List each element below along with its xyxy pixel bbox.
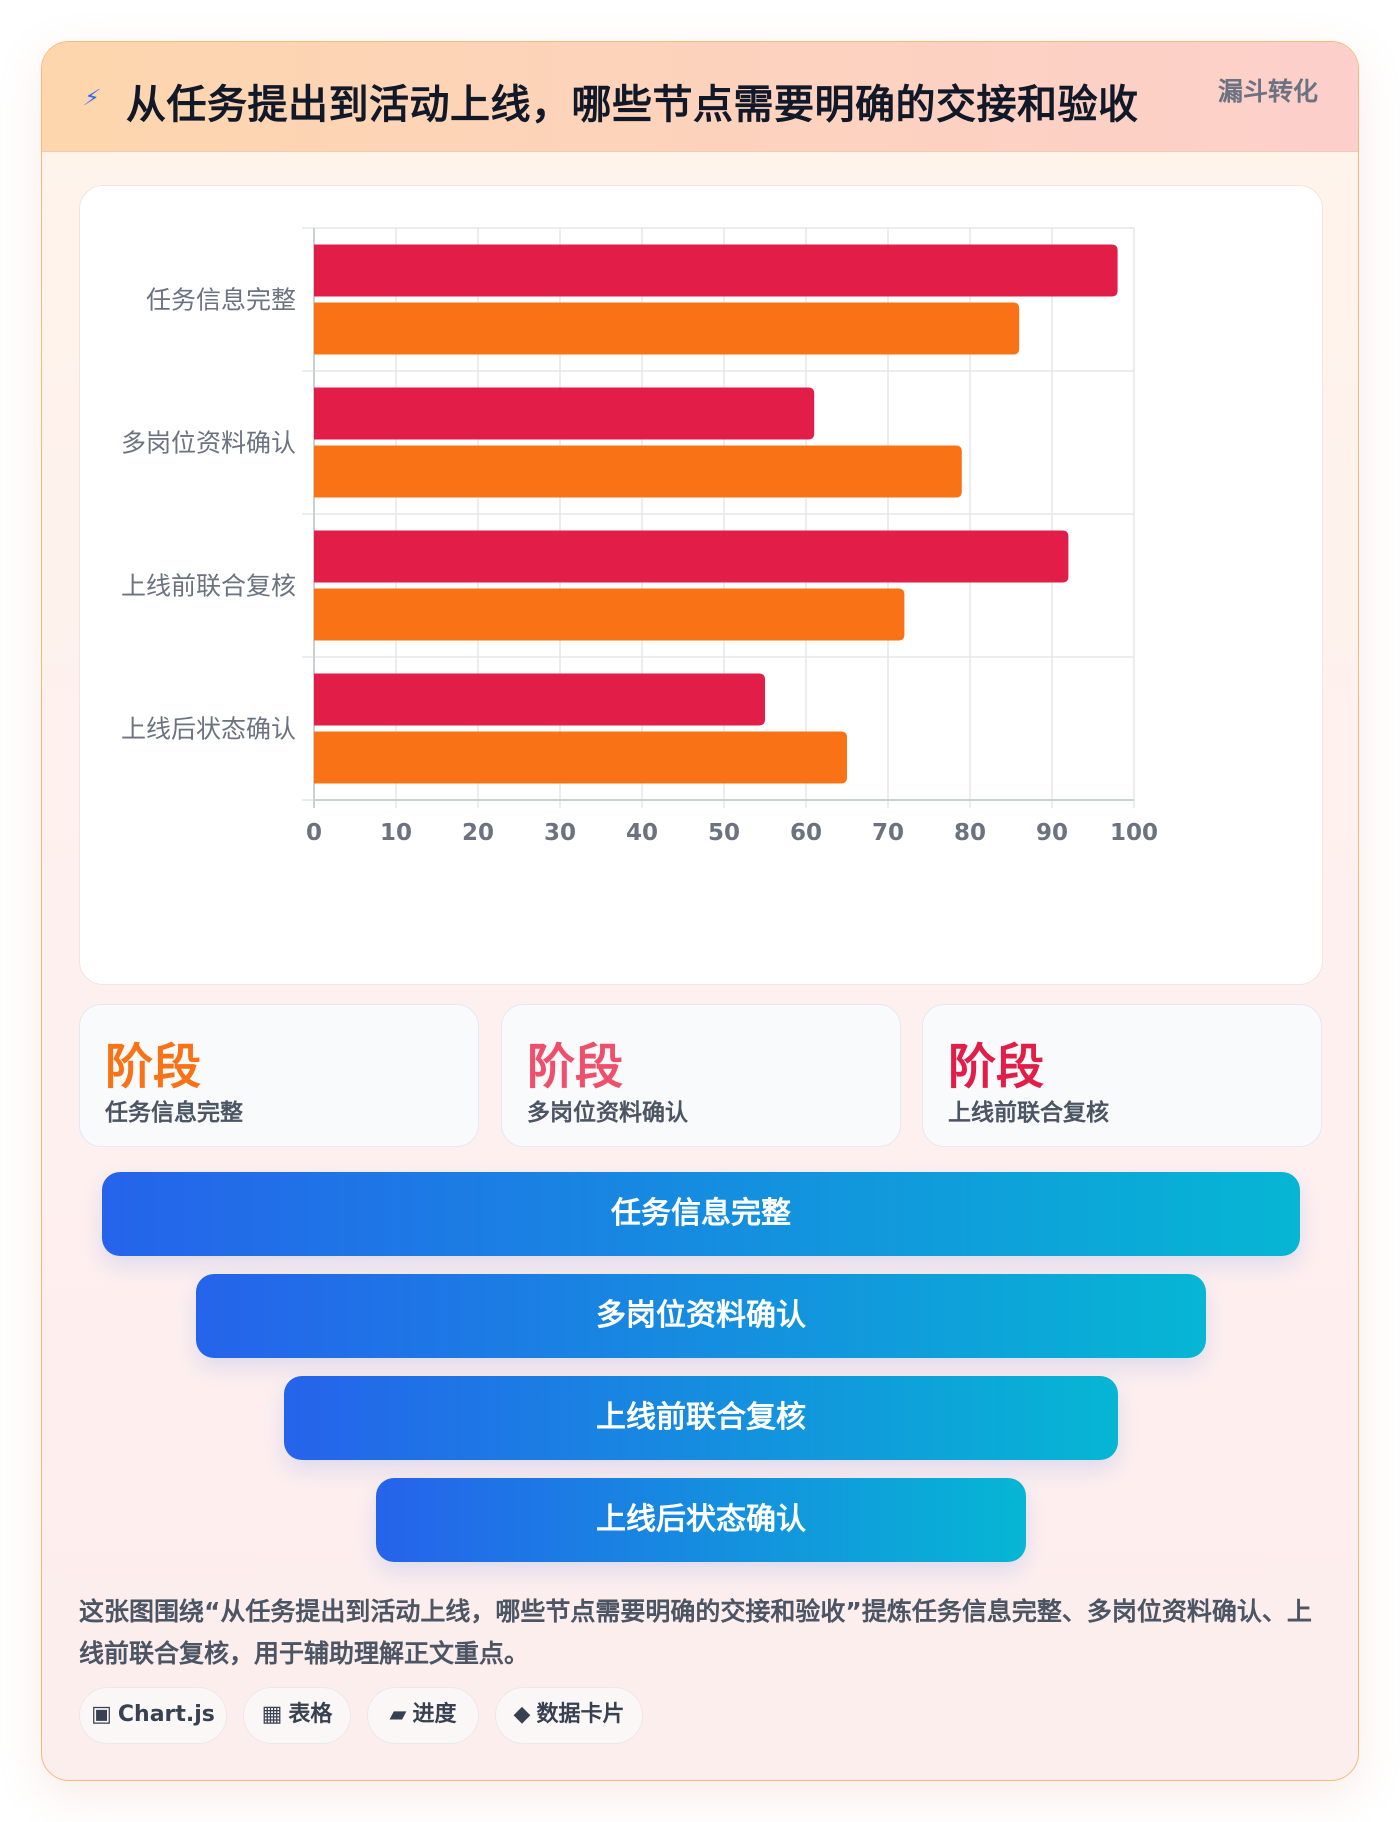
stat-card-1: 阶段 任务信息完整 <box>79 1004 479 1147</box>
bar <box>314 673 765 726</box>
x-tick-label: 0 <box>306 820 322 846</box>
card-header: ⚡ 从任务提出到活动上线，哪些节点需要明确的交接和验收 漏斗转化 <box>42 42 1358 152</box>
funnel-stage-4: 上线后状态确认 <box>376 1478 1026 1562</box>
category-tag: 漏斗转化 <box>1217 77 1318 106</box>
bar <box>314 530 1069 583</box>
funnel-stage-label: 上线后状态确认 <box>596 1502 806 1537</box>
chip-label: 进度 <box>412 1702 457 1727</box>
chip-label: 表格 <box>288 1702 333 1727</box>
stat-label: 任务信息完整 <box>105 1100 243 1126</box>
x-tick-label: 60 <box>790 820 822 846</box>
funnel-stage-3: 上线前联合复核 <box>284 1376 1118 1460</box>
bar <box>314 302 1020 355</box>
data-card-icon: ◆ <box>513 1702 531 1727</box>
x-tick-label: 20 <box>462 820 494 846</box>
x-tick-label: 40 <box>626 820 658 846</box>
page-title: 从任务提出到活动上线，哪些节点需要明确的交接和验收 <box>126 82 1139 128</box>
stat-label: 多岗位资料确认 <box>527 1100 688 1126</box>
stat-card-2: 阶段 多岗位资料确认 <box>501 1004 901 1147</box>
lightning-icon: ⚡ <box>81 86 103 111</box>
y-tick-label: 上线后状态确认 <box>121 715 296 744</box>
stat-label: 上线前联合复核 <box>948 1100 1109 1126</box>
funnel-stage-2: 多岗位资料确认 <box>196 1274 1206 1358</box>
x-tick-label: 30 <box>544 820 576 846</box>
stat-card-3: 阶段 上线前联合复核 <box>922 1004 1322 1147</box>
funnel-stage-label: 任务信息完整 <box>611 1196 791 1231</box>
stat-value: 阶段 <box>527 1039 624 1095</box>
chip-label: 数据卡片 <box>536 1702 625 1727</box>
stat-value: 阶段 <box>948 1039 1045 1095</box>
bar-chart-panel: 任务信息完整多岗位资料确认 上线前联合复核 上线后状态确认 0 10 20 30 40 50 60… <box>79 185 1323 985</box>
chip-table[interactable]: ▦ 表格 <box>243 1687 351 1744</box>
bar <box>314 588 905 641</box>
bar <box>314 445 962 498</box>
chart-description: 这张图围绕“从任务提出到活动上线，哪些节点需要明确的交接和验收”提炼任务信息完整… <box>79 1597 1312 1668</box>
y-tick-label: 多岗位资料确认 <box>121 429 296 458</box>
x-tick-label: 10 <box>380 820 412 846</box>
chip-label: Chart.js <box>117 1702 215 1727</box>
x-tick-label: 50 <box>708 820 740 846</box>
funnel-stage-label: 多岗位资料确认 <box>596 1298 806 1333</box>
progress-icon: ▰ <box>389 1702 407 1727</box>
x-tick-label: 100 <box>1110 820 1158 846</box>
x-tick-label: 70 <box>872 820 904 846</box>
y-tick-label: 任务信息完整 <box>146 286 296 315</box>
chart-icon: ▣ <box>91 1702 112 1727</box>
funnel-card: ⚡ 从任务提出到活动上线，哪些节点需要明确的交接和验收 漏斗转化 任务信息完整多… <box>41 41 1359 1781</box>
x-tick-label: 90 <box>1036 820 1068 846</box>
bar <box>314 731 847 784</box>
chip-progress[interactable]: ▰ 进度 <box>367 1687 479 1744</box>
chip-chartjs[interactable]: ▣ Chart.js <box>79 1687 227 1744</box>
table-icon: ▦ <box>261 1702 283 1727</box>
funnel-stage-1: 任务信息完整 <box>102 1172 1300 1256</box>
y-tick-label: 上线前联合复核 <box>121 572 296 601</box>
funnel-stage-label: 上线前联合复核 <box>596 1400 806 1435</box>
chip-data-card[interactable]: ◆ 数据卡片 <box>495 1687 643 1744</box>
bar <box>314 387 815 440</box>
bar <box>314 244 1118 297</box>
stat-value: 阶段 <box>105 1039 202 1095</box>
x-tick-label: 80 <box>954 820 986 846</box>
